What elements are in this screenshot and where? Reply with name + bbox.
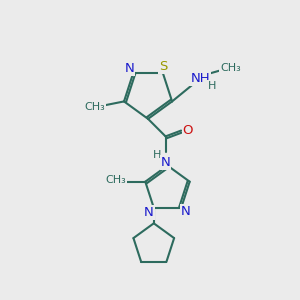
Text: H: H xyxy=(153,150,161,160)
Text: CH₃: CH₃ xyxy=(85,102,105,112)
Text: NH: NH xyxy=(190,72,210,85)
Text: N: N xyxy=(144,206,154,219)
Text: S: S xyxy=(159,60,167,73)
Text: H: H xyxy=(208,81,216,91)
Text: N: N xyxy=(181,205,191,218)
Text: N: N xyxy=(124,62,134,75)
Text: O: O xyxy=(183,124,193,137)
Text: N: N xyxy=(161,156,170,169)
Text: CH₃: CH₃ xyxy=(220,63,241,74)
Text: CH₃: CH₃ xyxy=(106,175,127,185)
